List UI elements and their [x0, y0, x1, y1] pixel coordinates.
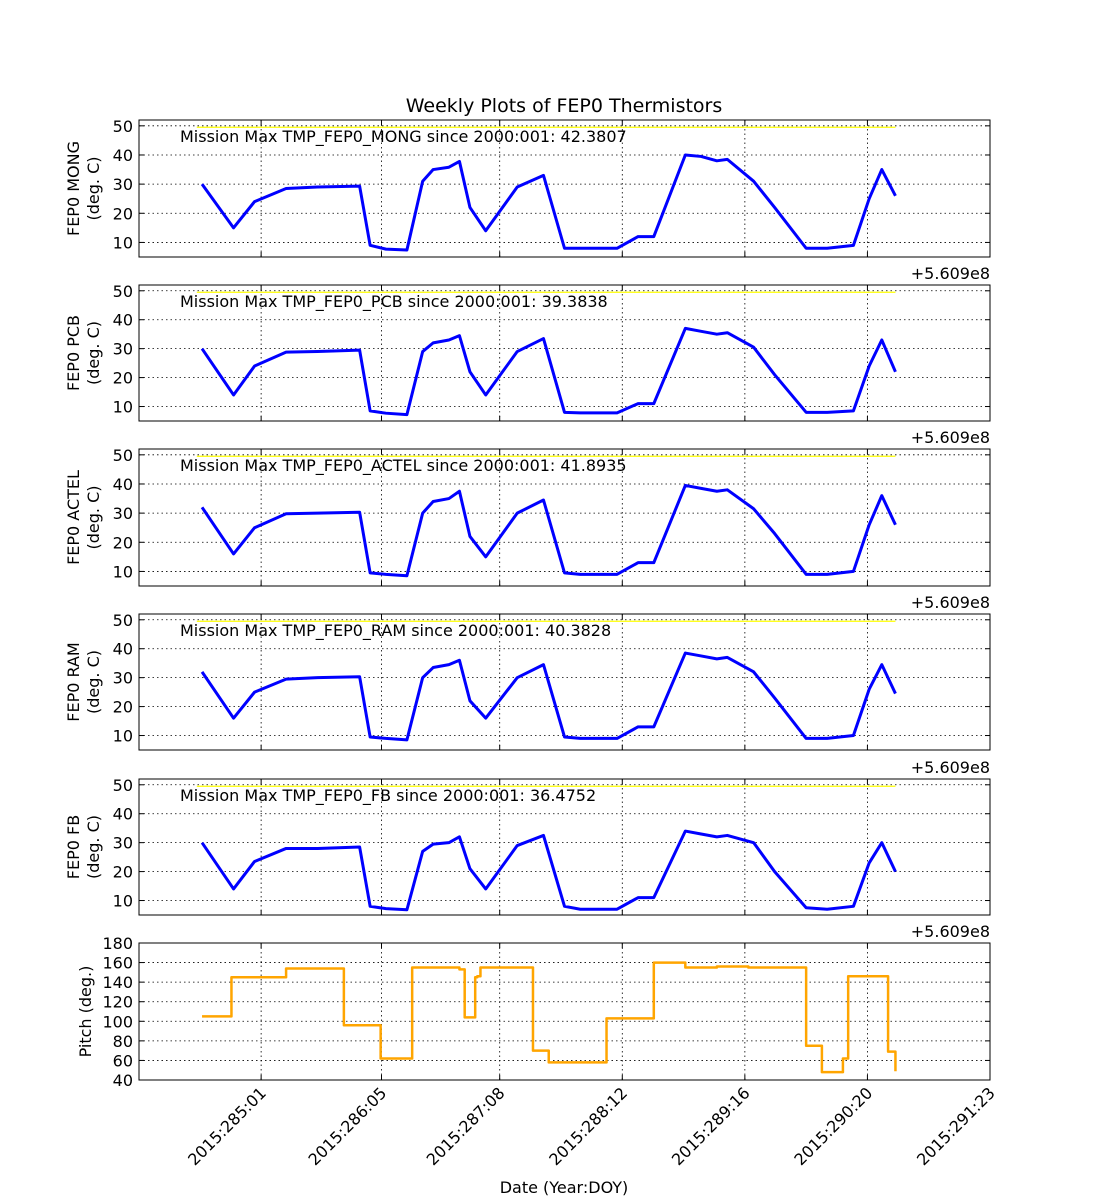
- x-offset-label: +5.609e8: [911, 264, 990, 283]
- x-offset-label: +5.609e8: [911, 428, 990, 447]
- y-axis-unit: (deg. C): [84, 157, 103, 221]
- y-axis-label: FEP0 MONG: [64, 141, 83, 236]
- y-tick-label: 30: [113, 504, 133, 523]
- y-axis-label: FEP0 PCB: [64, 315, 83, 391]
- x-tick-label: 2015:291:23: [913, 1083, 999, 1169]
- x-tick-label: 2015:287:08: [423, 1083, 509, 1169]
- temperature-series-line: [200, 326, 897, 417]
- axes-frame: [138, 284, 991, 422]
- y-axis-label: FEP0 ACTEL: [64, 470, 83, 565]
- y-axis-unit: (deg. C): [84, 486, 103, 550]
- y-tick-label: 20: [113, 863, 133, 882]
- mission-max-annotation: Mission Max TMP_FEP0_PCB since 2000:001:…: [180, 292, 608, 312]
- y-tick-label: 180: [102, 934, 133, 953]
- y-tick-label: 40: [113, 640, 133, 659]
- y-tick-label: 30: [113, 340, 133, 359]
- axes-frame: [138, 448, 991, 587]
- y-tick-label: 120: [102, 993, 133, 1012]
- x-offset-label: +5.609e8: [911, 758, 990, 777]
- y-tick-label: 10: [113, 562, 133, 581]
- x-tick-label: 2015:288:12: [545, 1083, 631, 1169]
- axes-frame: [138, 778, 991, 916]
- panel-3: 10 20 30 40 50 FEP0 ACTEL (deg. C) Mission Max …: [64, 428, 991, 587]
- temperature-series-line: [200, 153, 897, 252]
- y-axis-label: Pitch (deg.): [76, 966, 95, 1058]
- panel-1: 10 20 30 40 50 FEP0 MONG (deg. C) Mission Max T…: [64, 117, 991, 258]
- y-tick-label: 20: [113, 204, 133, 223]
- y-axis-label: FEP0 FB: [64, 815, 83, 879]
- y-axis-unit: (deg. C): [84, 815, 103, 879]
- y-tick-label: 160: [102, 954, 133, 973]
- x-tick-label: 2015:285:01: [184, 1083, 270, 1169]
- x-offset-label: +5.609e8: [911, 922, 990, 941]
- y-tick-label: 30: [113, 669, 133, 688]
- y-tick-label: 30: [113, 834, 133, 853]
- y-tick-label: 50: [113, 446, 133, 465]
- y-tick-label: 20: [113, 369, 133, 388]
- mission-max-annotation: Mission Max TMP_FEP0_ACTEL since 2000:00…: [180, 456, 627, 476]
- y-tick-label: 80: [113, 1032, 133, 1051]
- y-tick-label: 40: [113, 311, 133, 330]
- x-offset-label: +5.609e8: [911, 593, 990, 612]
- x-tick-label: 2015:286:05: [304, 1083, 390, 1169]
- y-tick-label: 10: [113, 398, 133, 417]
- y-tick-label: 40: [113, 146, 133, 165]
- x-tick-label: 2015:289:16: [668, 1083, 754, 1169]
- y-tick-label: 50: [113, 611, 133, 630]
- temperature-series-line: [200, 829, 897, 912]
- x-axis-label: Date (Year:DOY): [500, 1178, 629, 1197]
- pitch-series-line: [202, 961, 897, 1074]
- temperature-series-line: [200, 483, 897, 578]
- temperature-series-line: [200, 651, 897, 742]
- y-tick-label: 140: [102, 973, 133, 992]
- mission-max-annotation: Mission Max TMP_FEP0_FB since 2000:001: …: [180, 786, 596, 806]
- y-tick-label: 60: [113, 1051, 133, 1070]
- y-tick-label: 40: [113, 805, 133, 824]
- y-tick-label: 50: [113, 282, 133, 301]
- panel-5: 10 20 30 40 50 FEP0 FB (deg. C) Mission Max TMP…: [64, 758, 991, 916]
- mission-max-annotation: Mission Max TMP_FEP0_RAM since 2000:001:…: [180, 621, 611, 641]
- y-axis-unit: (deg. C): [84, 650, 103, 714]
- y-tick-label: 50: [113, 117, 133, 136]
- axes-frame: [138, 942, 991, 1081]
- y-tick-label: 20: [113, 533, 133, 552]
- y-tick-label: 50: [113, 776, 133, 795]
- axes-frame: [138, 613, 991, 751]
- panel-2: 10 20 30 40 50 FEP0 PCB (deg. C) Mission Max TM…: [64, 264, 991, 422]
- axes-frame: [138, 119, 991, 258]
- y-axis-unit: (deg. C): [84, 321, 103, 385]
- y-tick-label: 10: [113, 892, 133, 911]
- panel-4: 10 20 30 40 50 FEP0 RAM (deg. C) Mission Max TM…: [64, 593, 991, 751]
- y-tick-label: 40: [113, 475, 133, 494]
- y-tick-label: 40: [113, 1071, 133, 1090]
- x-tick-label: 2015:290:20: [790, 1083, 876, 1169]
- y-axis-label: FEP0 RAM: [64, 642, 83, 721]
- y-tick-label: 100: [102, 1012, 133, 1031]
- y-tick-label: 20: [113, 698, 133, 717]
- y-tick-label: 30: [113, 175, 133, 194]
- mission-max-annotation: Mission Max TMP_FEP0_MONG since 2000:001…: [180, 127, 627, 147]
- y-tick-label: 10: [113, 727, 133, 746]
- chart-title: Weekly Plots of FEP0 Thermistors: [406, 95, 723, 117]
- y-tick-label: 10: [113, 233, 133, 252]
